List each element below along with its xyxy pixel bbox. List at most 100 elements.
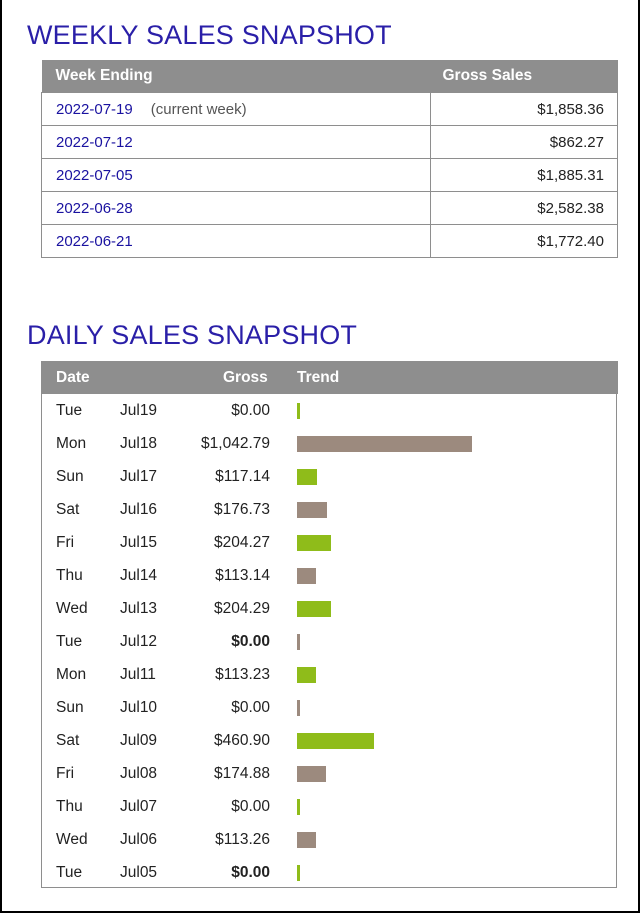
gross-cell: $0.00 bbox=[231, 864, 270, 881]
week-cell: 2022-07-12 bbox=[41, 125, 431, 159]
date-cell: Jul17 bbox=[120, 468, 158, 485]
week-note: (current week) bbox=[150, 100, 247, 118]
day-cell: Wed bbox=[56, 600, 88, 617]
date-cell: Jul13 bbox=[120, 600, 158, 617]
day-cell: Thu bbox=[56, 798, 83, 815]
gross-sales-cell: $1,858.36 bbox=[430, 92, 618, 126]
table-row: 2022-07-05 $1,885.31 bbox=[41, 158, 618, 192]
trend-bar bbox=[297, 700, 300, 716]
date-cell: Jul18 bbox=[120, 435, 158, 452]
day-cell: Tue bbox=[56, 864, 83, 881]
gross-cell: $0.00 bbox=[231, 798, 270, 815]
table-row: Wed Jul06 $113.26 bbox=[41, 823, 618, 856]
gross-sales-cell: $862.27 bbox=[430, 125, 618, 159]
day-cell: Sun bbox=[56, 699, 84, 716]
table-row: Thu Jul14 $113.14 bbox=[41, 559, 618, 592]
gross-cell: $204.27 bbox=[213, 534, 270, 551]
daily-sales-table bbox=[41, 361, 617, 888]
weekly-header-row: Week Ending Gross Sales bbox=[41, 60, 618, 93]
week-ending-link[interactable]: 2022-06-28 bbox=[56, 199, 133, 217]
weekly-section-title: WEEKLY SALES SNAPSHOT bbox=[27, 20, 392, 50]
trend-bar bbox=[297, 436, 472, 452]
table-row: Mon Jul18 $1,042.79 bbox=[41, 427, 618, 460]
gross-sales-cell: $1,885.31 bbox=[430, 158, 618, 192]
date-cell: Jul16 bbox=[120, 501, 158, 518]
gross-cell: $204.29 bbox=[213, 600, 270, 617]
table-row: Tue Jul05 $0.00 bbox=[41, 856, 618, 889]
table-row: 2022-07-12 $862.27 bbox=[41, 125, 618, 159]
day-cell: Thu bbox=[56, 567, 83, 584]
gross-cell: $460.90 bbox=[213, 732, 270, 749]
trend-bar bbox=[297, 634, 300, 650]
date-cell: Jul12 bbox=[120, 633, 158, 650]
gross-cell: $176.73 bbox=[213, 501, 270, 518]
table-row: Thu Jul07 $0.00 bbox=[41, 790, 618, 823]
date-cell: Jul10 bbox=[120, 699, 158, 716]
day-cell: Fri bbox=[56, 534, 75, 551]
week-ending-header: Week Ending bbox=[41, 60, 431, 93]
trend-bar bbox=[297, 601, 331, 617]
day-cell: Sat bbox=[56, 501, 80, 518]
table-row: Mon Jul11 $113.23 bbox=[41, 658, 618, 691]
date-cell: Jul05 bbox=[120, 864, 158, 881]
daily-header-row: Date Gross Trend bbox=[41, 361, 618, 394]
table-row: Sun Jul17 $117.14 bbox=[41, 460, 618, 493]
gross-cell: $1,042.79 bbox=[201, 435, 270, 452]
week-ending-link[interactable]: 2022-07-12 bbox=[56, 133, 133, 151]
gross-cell: $0.00 bbox=[231, 699, 270, 716]
table-row: Fri Jul15 $204.27 bbox=[41, 526, 618, 559]
date-cell: Jul19 bbox=[120, 402, 158, 419]
gross-sales-cell: $2,582.38 bbox=[430, 191, 618, 225]
trend-bar bbox=[297, 403, 300, 419]
trend-bar bbox=[297, 568, 316, 584]
gross-cell: $113.14 bbox=[215, 567, 270, 584]
gross-cell: $113.26 bbox=[215, 831, 270, 848]
table-row: Sat Jul16 $176.73 bbox=[41, 493, 618, 526]
trend-bar bbox=[297, 832, 316, 848]
gross-cell: $174.88 bbox=[213, 765, 270, 782]
date-header: Date bbox=[56, 369, 90, 386]
date-cell: Jul08 bbox=[120, 765, 158, 782]
day-cell: Fri bbox=[56, 765, 75, 782]
table-row: Fri Jul08 $174.88 bbox=[41, 757, 618, 790]
gross-cell: $0.00 bbox=[231, 633, 270, 650]
weekly-sales-table: Week Ending Gross Sales 2022-07-19 (curre… bbox=[41, 60, 618, 258]
date-cell: Jul06 bbox=[120, 831, 158, 848]
table-row: Tue Jul12 $0.00 bbox=[41, 625, 618, 658]
table-row: 2022-06-28 $2,582.38 bbox=[41, 191, 618, 225]
day-cell: Sun bbox=[56, 468, 84, 485]
trend-bar bbox=[297, 799, 300, 815]
trend-bar bbox=[297, 469, 317, 485]
day-cell: Wed bbox=[56, 831, 88, 848]
date-cell: Jul11 bbox=[120, 666, 156, 683]
daily-section-title: DAILY SALES SNAPSHOT bbox=[27, 320, 358, 350]
table-row: Sat Jul09 $460.90 bbox=[41, 724, 618, 757]
trend-bar bbox=[297, 766, 326, 782]
gross-cell: $0.00 bbox=[231, 402, 270, 419]
trend-bar bbox=[297, 667, 316, 683]
week-ending-link[interactable]: 2022-07-19 bbox=[56, 100, 133, 118]
day-cell: Tue bbox=[56, 633, 83, 650]
gross-cell: $117.14 bbox=[215, 468, 270, 485]
week-ending-link[interactable]: 2022-07-05 bbox=[56, 166, 133, 184]
trend-bar bbox=[297, 535, 331, 551]
day-cell: Sat bbox=[56, 732, 80, 749]
date-cell: Jul09 bbox=[120, 732, 158, 749]
gross-cell: $113.23 bbox=[215, 666, 270, 683]
gross-sales-header: Gross Sales bbox=[430, 60, 618, 93]
day-cell: Mon bbox=[56, 435, 87, 452]
gross-sales-cell: $1,772.40 bbox=[430, 224, 618, 258]
week-cell: 2022-06-28 bbox=[41, 191, 431, 225]
week-cell: 2022-06-21 bbox=[41, 224, 431, 258]
week-ending-link[interactable]: 2022-06-21 bbox=[56, 232, 133, 250]
date-cell: Jul14 bbox=[120, 567, 158, 584]
trend-bar bbox=[297, 865, 300, 881]
trend-bar bbox=[297, 733, 374, 749]
table-row: 2022-06-21 $1,772.40 bbox=[41, 224, 618, 258]
date-cell: Jul07 bbox=[120, 798, 158, 815]
day-cell: Mon bbox=[56, 666, 87, 683]
week-cell: 2022-07-05 bbox=[41, 158, 431, 192]
trend-header: Trend bbox=[297, 369, 340, 386]
table-row: 2022-07-19 (current week) $1,858.36 bbox=[41, 92, 618, 126]
